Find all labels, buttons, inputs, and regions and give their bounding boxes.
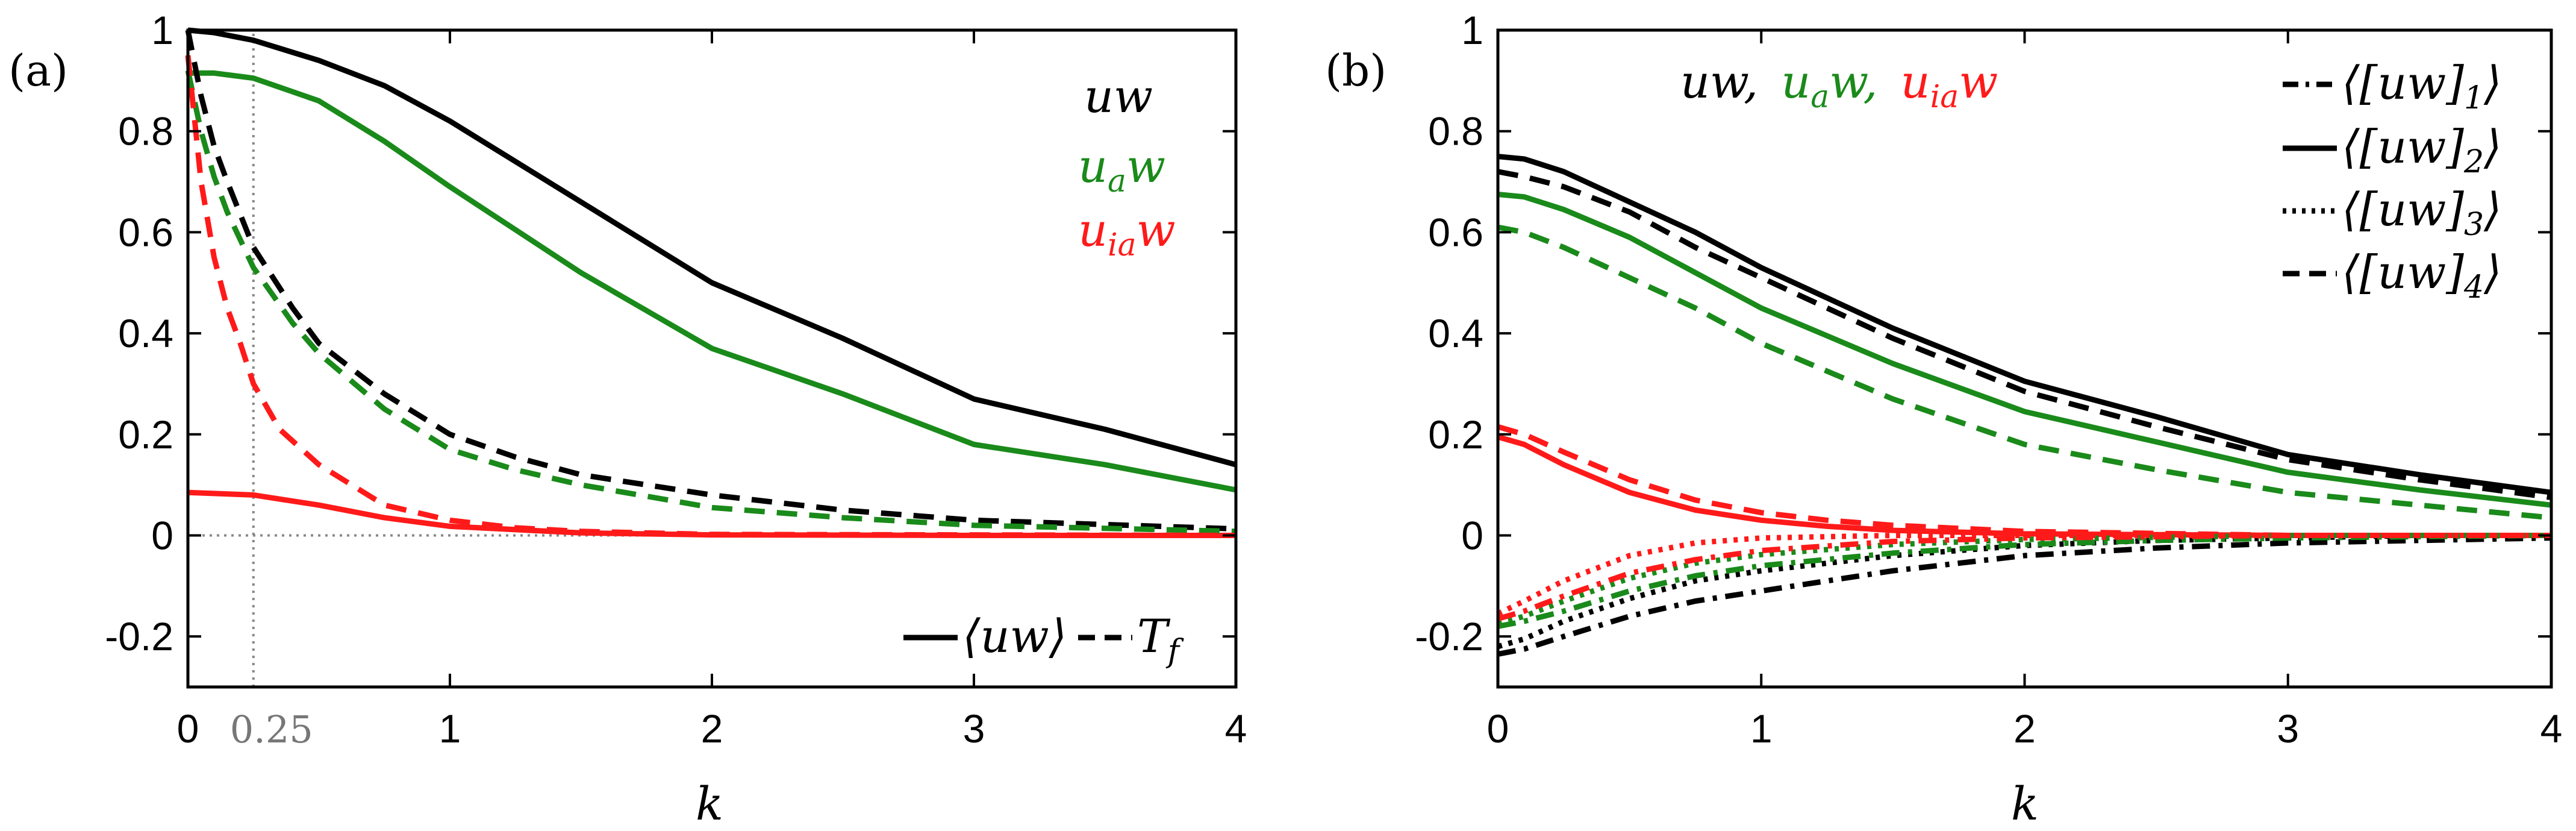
a-ytick-label: 0 [151,513,173,557]
panel-a-xlabel: k [696,777,723,830]
b-ytick-label: -0.2 [1415,614,1483,659]
panel-a-label-uiaw-base: u [1078,203,1108,257]
legend-label-tf-sub: f [1165,633,1184,670]
panel-b-title-uaw-tail: w, [1829,55,1877,108]
a-ytick-label: 1 [151,8,173,52]
panel-b-label: (b) [1325,45,1386,96]
legend-label-uw2-base: ⟨[uw] [2342,120,2464,174]
legend-label-uw2: ⟨[uw]2⟩ [2342,120,2502,180]
legend-label-uw3-sub: 3 [2464,207,2484,243]
a-xtick-label: 0 [177,706,199,751]
panel-a-label-uaw: uaw [1078,139,1165,199]
b-series-line-5 [1497,424,2551,538]
panel-b-xlabel: k [2011,777,2039,830]
a-xtick-label: 3 [963,706,985,751]
b-xtick-label: 3 [2277,706,2299,751]
panel-b-title-uiaw-sub: ia [1930,79,1959,115]
a-series-line-1 [188,70,1237,493]
b-ytick-label: 0 [1461,513,1483,557]
legend-label-uw1-base: ⟨[uw] [2342,56,2464,110]
b-ytick-label: 0.4 [1428,311,1483,356]
panel-a-label: (a) [8,45,68,96]
b-xtick-label: 4 [2540,706,2563,751]
a-series-line-0 [187,27,1237,468]
b-series-line-6 [1497,535,2552,657]
b-xtick-label: 2 [2013,706,2036,751]
legend-label-uw4-sub: 4 [2463,269,2484,306]
a-series-line-4 [185,70,1237,535]
legend-label-uw3: ⟨[uw]3⟩ [2342,183,2502,243]
panel-a-label-uw: uw [1084,69,1153,123]
b-series-line-7 [1497,533,2551,650]
legend-label-tf-base: T [1137,609,1171,663]
legend-label-uw3-suffix: ⟩ [2483,183,2502,236]
panel-a-axes-box [186,28,1238,689]
panel-a-label-uiaw-tail: w [1137,203,1176,257]
panel-a-series [185,27,1237,538]
legend-label-uw2-suffix: ⟩ [2483,120,2502,174]
panel-b-title-uiaw-base: u [1901,55,1930,108]
b-xtick-label: 1 [1750,706,1773,751]
legend-label-uw4-suffix: ⟩ [2483,245,2502,299]
b-ytick-label: 1 [1461,8,1483,52]
a-xtick-label: 2 [701,706,723,751]
legend-label-tf: Tf [1137,609,1184,670]
a-xtick-label: 1 [439,706,461,751]
b-ytick-label: 0.6 [1428,210,1483,254]
a-ytick-label: 0.2 [118,412,173,457]
legend-label-uw4-base: ⟨[uw] [2342,245,2464,299]
panel-a-ref-x-label: 0.25 [230,707,313,751]
panel-a-legend: ⟨uw⟩ Tf [903,609,1184,670]
panel-b-title-uiaw-tail: w [1959,55,1998,108]
panel-b-series [1497,154,2552,657]
b-xtick-label: 0 [1487,706,1509,751]
panel-a-label-uaw-base: u [1078,139,1108,193]
b-series-line-11 [1497,533,2551,616]
b-series-line-8 [1497,533,2552,629]
panel-b-title-uaw-sub: a [1810,79,1829,115]
panel-a-label-uiaw-sub: ia [1108,227,1137,263]
b-series-line-10 [1497,533,2551,622]
a-ytick-label: 0.4 [118,311,173,356]
a-ytick-label: -0.2 [105,614,173,659]
panel-b: 0 1 2 3 4-0.200.20.40.60.81 (b) k uw, uaw, u… [1325,8,2562,830]
panel-a-label-uaw-tail: w [1126,139,1165,193]
panel-b-title: uw, uaw, uiaw [1680,55,1998,115]
legend-label-uw2-sub: 2 [2463,144,2484,180]
b-series-line-1 [1497,169,2552,501]
b-ytick-label: 0.2 [1428,412,1483,457]
a-ytick-label: 0.8 [118,109,173,154]
legend-label-uw1-suffix: ⟩ [2483,56,2502,110]
legend-label-uw: ⟨uw⟩ [962,609,1067,663]
panel-a: 0 1 2 3 4 -0.2 0 0.2 0.4 0.6 0.8 1 (a) k 0.25 uw ua… [8,8,1247,830]
a-xtick-label: 4 [1225,706,1247,751]
legend-label-uw4: ⟨[uw]4⟩ [2342,245,2502,306]
panel-b-ticks: 0 1 2 3 4 -0.2 0 0.2 0.4 0.6 0.8 1 [1415,8,2562,751]
panel-a-label-uiaw: uiaw [1078,203,1176,263]
panel-a-label-uaw-sub: a [1108,163,1126,199]
b-series-line-0 [1497,154,2552,495]
b-series-line-2 [1497,192,2552,508]
legend-label-uw1-sub: 1 [2464,80,2484,116]
panel-b-title-uaw-base: u [1781,55,1810,108]
legend-label-uw1: ⟨[uw]1⟩ [2342,56,2502,116]
b-ytick-label: 0.8 [1428,109,1483,154]
panel-b-legend: ⟨[uw]1⟩ ⟨[uw]2⟩ ⟨[uw]3⟩ ⟨[uw]4⟩ [2283,56,2502,306]
panel-a-reference-lines [188,30,1236,687]
panel-a-ticks: 0 1 2 3 4 -0.2 0 0.2 0.4 0.6 0.8 1 [105,8,1247,751]
panel-b-title-uw: uw, [1680,55,1758,108]
a-series-line-3 [185,30,1237,532]
b-series-line-9 [1497,533,2551,627]
legend-label-uw3-base: ⟨[uw] [2342,183,2464,236]
b-series-line-3 [1497,224,2552,521]
a-ytick-label: 0.6 [118,210,173,254]
a-series-line-5 [185,55,1237,538]
